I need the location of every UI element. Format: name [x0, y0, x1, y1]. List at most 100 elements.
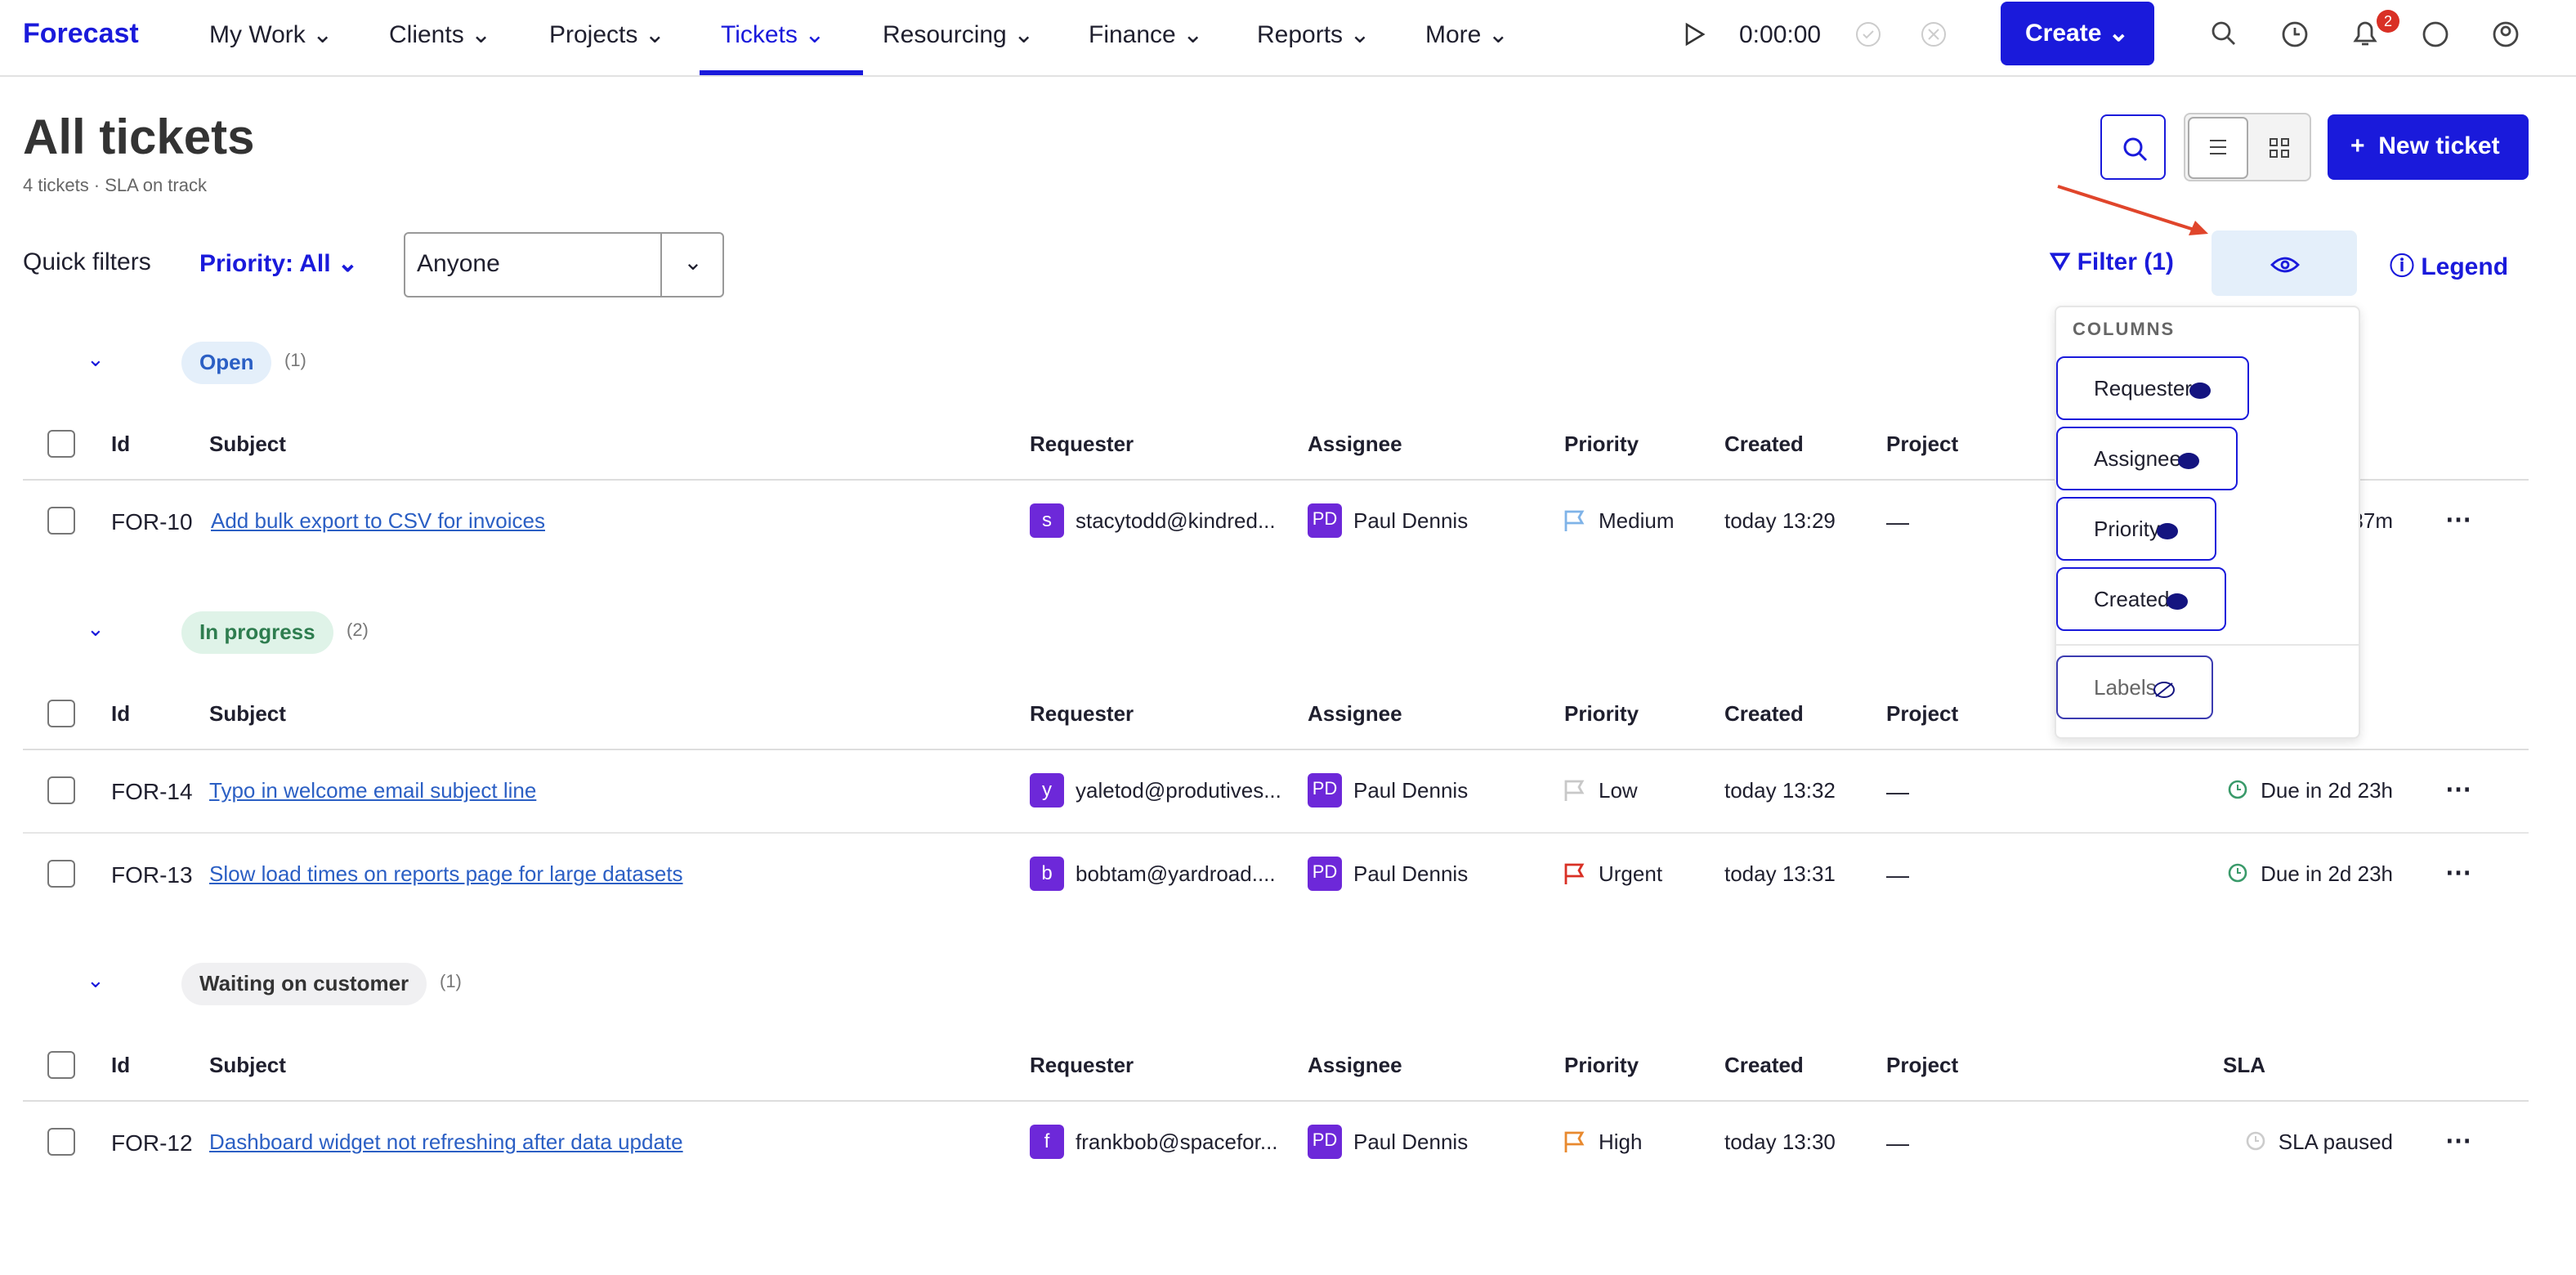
- play-icon[interactable]: [1685, 22, 1706, 47]
- notification-badge: 2: [2377, 10, 2399, 33]
- nav-label: Resourcing: [883, 21, 1007, 49]
- assignee-select[interactable]: Anyone ⌄: [404, 232, 724, 298]
- nav-item[interactable]: Clients ⌄: [389, 21, 492, 49]
- column-header: Priority: [1564, 701, 1639, 726]
- column-header: Id: [111, 1053, 131, 1077]
- nav-label: Clients: [389, 21, 464, 49]
- row-checkbox[interactable]: [47, 1128, 75, 1156]
- sla: Due in 2d 23h: [2228, 861, 2393, 886]
- ticket-id: FOR-12: [111, 1130, 193, 1156]
- nav-item[interactable]: My Work ⌄: [209, 21, 333, 49]
- group-name: Waiting on customer: [181, 963, 427, 1005]
- header-icons[interactable]: [2210, 20, 2520, 49]
- column-header: Priority: [1564, 1053, 1639, 1077]
- column-name: Created: [2094, 587, 2170, 611]
- column-header: Created: [1724, 1053, 1804, 1077]
- nav-item[interactable]: Tickets ⌄: [721, 21, 825, 49]
- project: —: [1886, 861, 1909, 888]
- assignee-avatar: PD: [1308, 773, 1342, 808]
- column-toggle[interactable]: Assignee: [2056, 427, 2238, 490]
- menu-divider: [2056, 644, 2359, 646]
- requester: yaletod@produtives...: [1076, 778, 1281, 803]
- row-menu[interactable]: ⋯: [2445, 1128, 2471, 1156]
- ticket-id: FOR-10: [111, 508, 193, 535]
- select-all[interactable]: [47, 430, 75, 458]
- group-name: In progress: [181, 611, 333, 654]
- row-checkbox[interactable]: [47, 776, 75, 804]
- requester-avatar: f: [1030, 1125, 1064, 1159]
- priority: Urgent: [1599, 861, 1663, 886]
- annotation-arrow: [2057, 185, 2208, 235]
- header-border: [0, 75, 2576, 77]
- nav-label: More: [1425, 21, 1482, 49]
- nav-item[interactable]: Resourcing ⌄: [883, 21, 1035, 49]
- column-header: Created: [1724, 701, 1804, 726]
- column-name: Priority: [2094, 517, 2160, 541]
- assignee: Paul Dennis: [1353, 861, 1469, 886]
- nav-item[interactable]: Projects ⌄: [549, 21, 665, 49]
- timer: 0:00:00: [1739, 21, 1822, 49]
- assignee: Paul Dennis: [1353, 1130, 1469, 1154]
- filter-label: Filter (1): [2077, 248, 2174, 276]
- group-collapse[interactable]: ⌄: [87, 347, 105, 371]
- priority-filter[interactable]: Priority: All ⌄: [199, 250, 359, 278]
- ticket-subject[interactable]: Add bulk export to CSV for invoices: [211, 508, 545, 533]
- sla-text: Due in 2d 23h: [2261, 778, 2393, 803]
- columns-toggle[interactable]: [2212, 230, 2357, 296]
- legend-label: Legend: [2421, 253, 2509, 281]
- nav-label: Reports: [1257, 21, 1344, 49]
- column-header: Project: [1886, 1053, 1959, 1077]
- project: —: [1886, 508, 1909, 535]
- priority: Low: [1599, 778, 1638, 803]
- column-toggle[interactable]: Requester: [2056, 356, 2249, 420]
- column-header: Requester: [1030, 1053, 1134, 1077]
- group-collapse[interactable]: ⌄: [87, 616, 105, 641]
- priority: High: [1599, 1130, 1643, 1154]
- column-header: Priority: [1564, 432, 1639, 456]
- search-button[interactable]: [2100, 114, 2166, 180]
- new-ticket-button[interactable]: + New ticket: [2328, 114, 2529, 180]
- group-collapse[interactable]: ⌄: [87, 968, 105, 992]
- assignee-avatar: PD: [1308, 1125, 1342, 1159]
- column-toggle[interactable]: Labels: [2056, 655, 2214, 719]
- sla: SLA paused: [2246, 1130, 2393, 1154]
- column-toggle[interactable]: Priority: [2056, 497, 2217, 561]
- legend-button[interactable]: ⓘ Legend: [2390, 253, 2509, 281]
- ticket-subject[interactable]: Dashboard widget not refreshing after da…: [209, 1130, 683, 1154]
- row-checkbox[interactable]: [47, 507, 75, 535]
- header-border: [23, 479, 2529, 481]
- filter-button[interactable]: ⛛ Filter (1): [2050, 248, 2174, 276]
- select-all[interactable]: [47, 700, 75, 727]
- column-toggle[interactable]: Created: [2056, 567, 2227, 631]
- row-checkbox[interactable]: [47, 860, 75, 888]
- ticket-subject[interactable]: Slow load times on reports page for larg…: [209, 861, 683, 886]
- brand[interactable]: Forecast: [23, 18, 139, 49]
- ticket-subject[interactable]: Typo in welcome email subject line: [209, 778, 537, 803]
- select-all[interactable]: [47, 1051, 75, 1079]
- view-toggle[interactable]: [2184, 113, 2311, 181]
- page-subtitle: 4 tickets · SLA on track: [23, 177, 207, 196]
- project: —: [1886, 778, 1909, 804]
- nav-item[interactable]: More ⌄: [1425, 21, 1509, 49]
- create-button[interactable]: Create ⌄: [2001, 2, 2154, 65]
- priority-flag: [1564, 863, 1585, 889]
- row-menu[interactable]: ⋯: [2445, 776, 2471, 804]
- assignee-select-value: Anyone: [417, 250, 500, 278]
- row-menu[interactable]: ⋯: [2445, 507, 2471, 535]
- column-header: Project: [1886, 701, 1959, 726]
- column-header: Created: [1724, 432, 1804, 456]
- created: today 13:31: [1724, 861, 1836, 886]
- column-header: Requester: [1030, 432, 1134, 456]
- group-count: (1): [440, 973, 462, 992]
- row-menu[interactable]: ⋯: [2445, 860, 2471, 888]
- nav-item[interactable]: Finance ⌄: [1089, 21, 1204, 49]
- nav-item[interactable]: Reports ⌄: [1257, 21, 1371, 49]
- page-title: All tickets: [23, 111, 255, 165]
- timer-actions[interactable]: [1855, 21, 1970, 47]
- active-tab-underline: [700, 70, 863, 75]
- sla-text: Due in 2d 23h: [2261, 861, 2393, 886]
- column-name: Requester: [2094, 376, 2192, 400]
- create-label: Create: [2025, 20, 2102, 47]
- header-border: [23, 749, 2529, 750]
